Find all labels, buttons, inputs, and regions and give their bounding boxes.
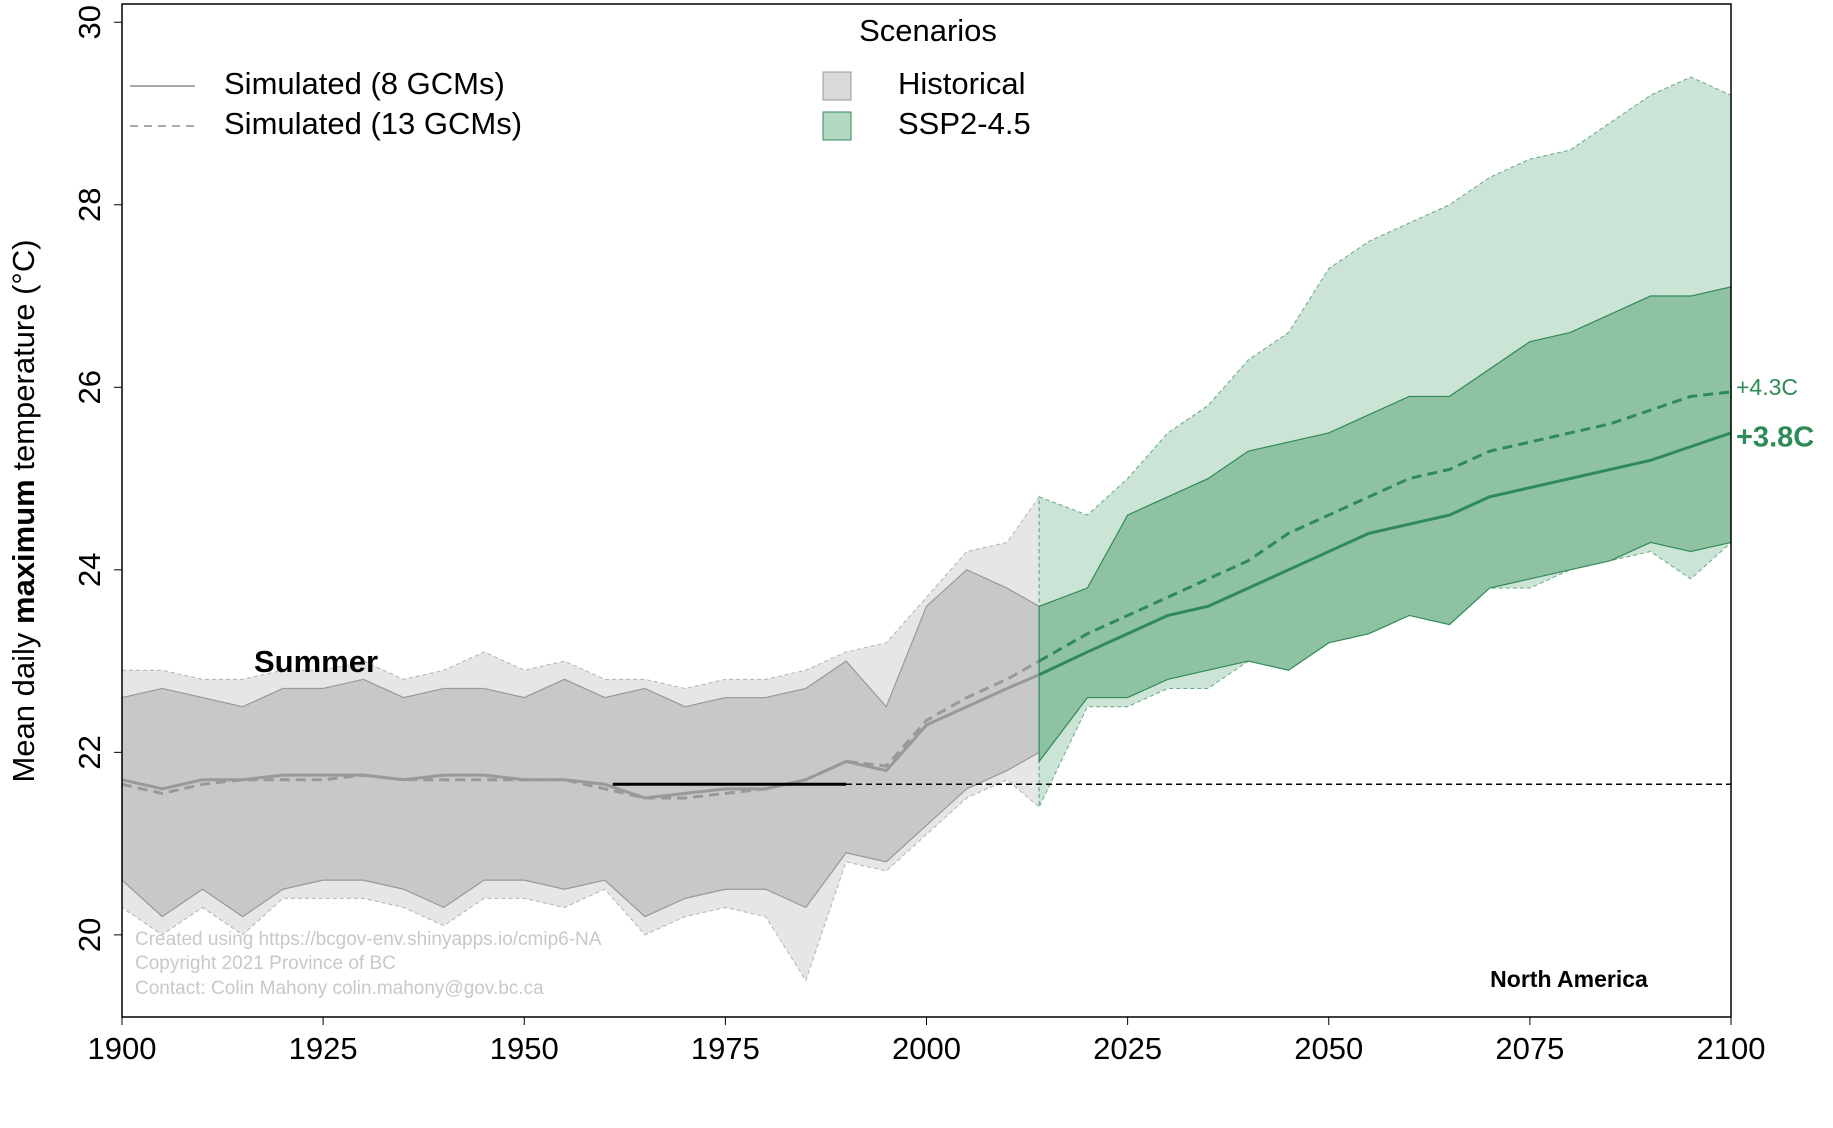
y-tick-label: 20	[72, 918, 107, 952]
x-tick-label: 2050	[1294, 1031, 1363, 1066]
x-tick-label: 2000	[892, 1031, 961, 1066]
y-axis-label: Mean daily maximum temperature (°C)	[6, 239, 41, 782]
legend-swatch	[822, 111, 852, 141]
y-label-part: temperature (°C)	[6, 239, 41, 479]
x-tick-label: 1925	[289, 1031, 358, 1066]
legend-swatch	[822, 71, 852, 101]
legend-label: Simulated (13 GCMs)	[224, 106, 522, 141]
x-tick-label: 1950	[490, 1031, 559, 1066]
x-tick-label: 2100	[1697, 1031, 1766, 1066]
credit: Copyright 2021 Province of BC	[135, 953, 396, 974]
y-label-part: Mean daily	[6, 624, 41, 783]
y-tick-label: 24	[72, 553, 107, 587]
plot-area	[121, 76, 1732, 982]
y-tick-label: 26	[72, 370, 107, 404]
y-tick-label: 22	[72, 735, 107, 769]
x-tick-label: 1900	[88, 1031, 157, 1066]
season-label: Summer	[254, 644, 378, 679]
mean-line-8	[1038, 431, 1732, 677]
end-annotation: +3.8C	[1736, 422, 1814, 454]
y-tick-label: 30	[72, 5, 107, 39]
legend-label: SSP2-4.5	[898, 106, 1031, 141]
region-label: North America	[1490, 966, 1648, 992]
x-tick-label: 1975	[691, 1031, 760, 1066]
legend-label: Historical	[898, 66, 1025, 101]
legend-title: Scenarios	[859, 13, 997, 48]
x-tick-label: 2075	[1495, 1031, 1564, 1066]
mean-line-8	[121, 673, 1040, 800]
y-label-part: maximum	[6, 479, 41, 624]
end-annotation: +4.3C	[1736, 374, 1798, 400]
mean-line-13	[1038, 390, 1732, 663]
band-8	[121, 569, 1040, 918]
y-tick-label: 28	[72, 188, 107, 222]
mean-line-13	[121, 659, 1040, 800]
credit: Created using https://bcgov-env.shinyapp…	[135, 929, 602, 950]
legend-label: Simulated (8 GCMs)	[224, 66, 505, 101]
x-tick-label: 2025	[1093, 1031, 1162, 1066]
credit: Contact: Colin Mahony colin.mahony@gov.b…	[135, 978, 544, 999]
